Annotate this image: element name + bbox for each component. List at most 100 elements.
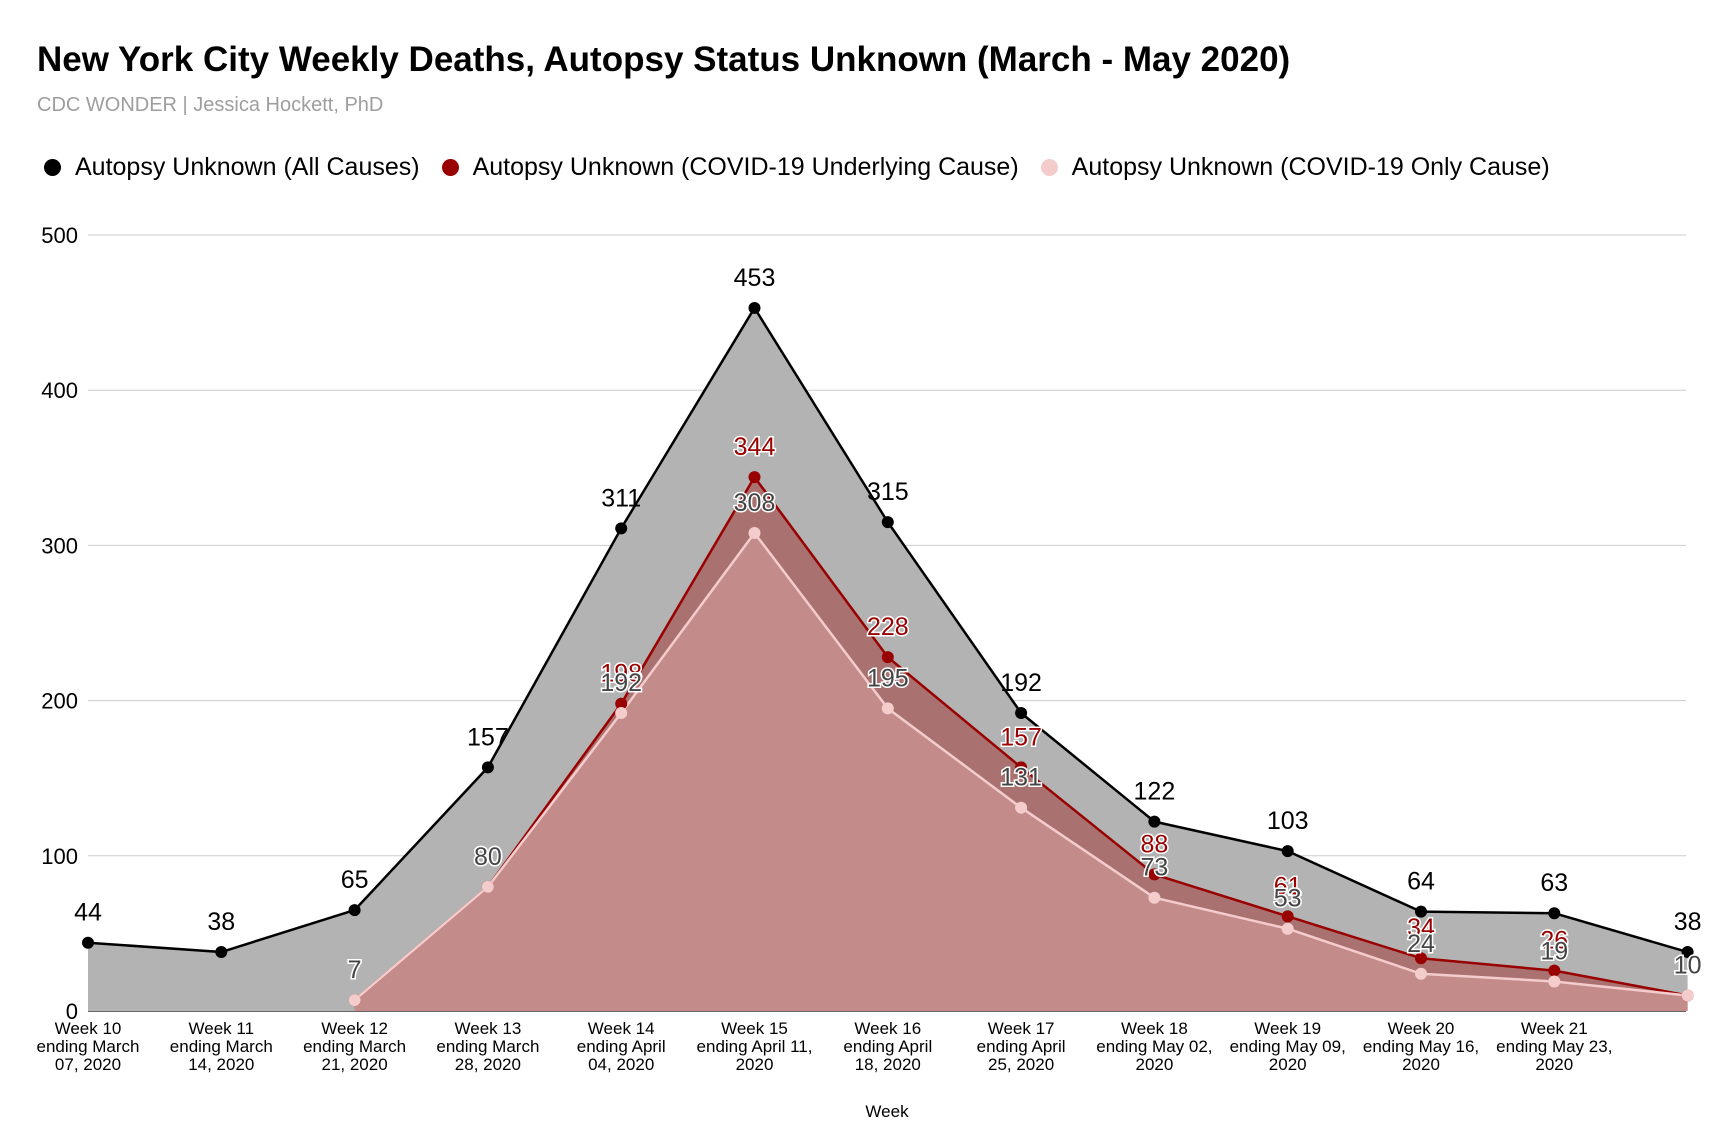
data-label-series-2: 24 xyxy=(1407,930,1435,958)
x-tick-label: Week 14 ending April 04, 2020 xyxy=(577,1019,666,1074)
data-label-series-2: 192 xyxy=(600,669,642,697)
point-series-2[interactable] xyxy=(1415,967,1427,980)
data-label-series-2: 80 xyxy=(474,843,502,871)
point-series-0[interactable] xyxy=(1281,845,1294,858)
data-label-series-2: 73 xyxy=(1140,854,1168,882)
legend-label-covid-underlying: Autopsy Unknown (COVID-19 Underlying Cau… xyxy=(472,153,1019,181)
point-series-2[interactable] xyxy=(481,880,494,893)
x-tick-label: Week 21 ending May 23, 2020 xyxy=(1496,1019,1612,1074)
legend-marker-covid-underlying xyxy=(441,159,459,176)
point-series-0[interactable] xyxy=(215,946,228,959)
data-label-series-0: 311 xyxy=(601,484,641,512)
point-series-0[interactable] xyxy=(82,936,94,949)
legend-label-covid-only: Autopsy Unknown (COVID-19 Only Cause) xyxy=(1071,153,1550,181)
chart-subtitle: CDC WONDER | Jessica Hockett, PhD xyxy=(37,94,384,116)
x-tick-label: Week 19 ending May 09, 2020 xyxy=(1230,1019,1346,1074)
data-label-series-0: 38 xyxy=(207,908,235,936)
data-label-series-2: 53 xyxy=(1274,885,1302,913)
data-label-series-0: 64 xyxy=(1407,868,1435,896)
y-tick-label: 200 xyxy=(41,689,78,714)
data-label-series-1: 34 xyxy=(1407,914,1435,942)
data-label-series-1: 344 xyxy=(734,433,776,461)
point-series-2[interactable] xyxy=(1548,975,1561,988)
point-series-0[interactable] xyxy=(1681,946,1694,959)
data-label-series-2: 195 xyxy=(867,664,909,692)
point-series-0[interactable] xyxy=(748,301,761,314)
point-series-2[interactable] xyxy=(881,702,894,715)
data-label-series-0: 65 xyxy=(341,866,369,894)
point-series-1[interactable] xyxy=(748,471,761,484)
data-label-series-1: 228 xyxy=(867,613,909,641)
point-series-2[interactable] xyxy=(1148,891,1161,904)
chart-title: New York City Weekly Deaths, Autopsy Sta… xyxy=(37,40,1291,79)
x-tick-label: Week 13 ending March 28, 2020 xyxy=(436,1019,539,1074)
x-tick-label: Week 18 ending May 02, 2020 xyxy=(1096,1019,1212,1074)
point-series-0[interactable] xyxy=(1415,905,1427,918)
y-tick-label: 0 xyxy=(66,999,78,1024)
data-label-series-2: 10 xyxy=(1674,951,1702,979)
area-series-2 xyxy=(354,532,1688,1011)
legend-marker-all-causes xyxy=(44,159,61,176)
x-tick-label: Week 12 ending March 21, 2020 xyxy=(303,1019,406,1074)
y-tick-label: 400 xyxy=(41,378,78,403)
point-series-1[interactable] xyxy=(615,697,628,710)
data-label-series-1: 198 xyxy=(600,660,642,688)
y-tick-label: 300 xyxy=(41,533,78,558)
data-label-series-1: 80 xyxy=(474,843,502,871)
legend-item-all-causes[interactable]: Autopsy Unknown (All Causes) xyxy=(44,153,420,182)
data-label-series-0: 122 xyxy=(1134,778,1176,806)
legend-marker-covid-only xyxy=(1040,159,1058,176)
point-series-0[interactable] xyxy=(1148,815,1161,828)
point-series-0[interactable] xyxy=(348,904,361,917)
data-label-series-0: 192 xyxy=(1000,669,1042,697)
legend: Autopsy Unknown (All Causes) Autopsy Unk… xyxy=(44,153,1572,182)
data-label-series-1: 10 xyxy=(1674,951,1702,979)
point-series-2[interactable] xyxy=(1015,801,1028,814)
data-label-series-1: 88 xyxy=(1140,830,1168,858)
legend-label-all-causes: Autopsy Unknown (All Causes) xyxy=(75,153,420,181)
x-tick-label: Week 16 ending April 18, 2020 xyxy=(843,1019,932,1074)
point-series-0[interactable] xyxy=(1548,907,1561,920)
data-label-series-2: 131 xyxy=(1000,764,1042,792)
data-label-series-2: 308 xyxy=(734,489,776,517)
point-series-1[interactable] xyxy=(881,651,894,664)
data-label-series-0: 38 xyxy=(1674,908,1702,936)
x-tick-label: Week 17 ending April 25, 2020 xyxy=(977,1019,1066,1074)
point-series-2[interactable] xyxy=(348,994,361,1007)
point-series-2[interactable] xyxy=(1681,989,1694,1002)
y-tick-label: 100 xyxy=(41,844,78,869)
point-series-0[interactable] xyxy=(615,522,628,535)
data-label-series-0: 103 xyxy=(1267,807,1309,835)
data-label-series-0: 453 xyxy=(734,264,776,292)
point-series-2[interactable] xyxy=(748,526,761,539)
data-label-series-2: 19 xyxy=(1540,938,1568,966)
data-label-series-0: 44 xyxy=(74,899,102,927)
legend-item-covid-underlying[interactable]: Autopsy Unknown (COVID-19 Underlying Cau… xyxy=(441,153,1019,182)
x-tick-label: Week 10 ending March 07, 2020 xyxy=(36,1019,139,1074)
point-series-1[interactable] xyxy=(1415,952,1427,965)
point-series-1[interactable] xyxy=(1015,761,1028,774)
point-series-1[interactable] xyxy=(1148,868,1161,881)
point-series-1[interactable] xyxy=(1548,964,1561,977)
data-label-series-2: 7 xyxy=(348,956,362,984)
data-label-series-1: 26 xyxy=(1540,927,1568,955)
data-label-series-0: 315 xyxy=(867,478,909,506)
x-tick-label: Week 20 ending May 16, 2020 xyxy=(1363,1019,1479,1074)
point-series-0[interactable] xyxy=(481,761,494,774)
data-label-series-0: 157 xyxy=(467,723,509,751)
x-tick-label: Week 11 ending March 14, 2020 xyxy=(170,1019,273,1074)
x-axis-title: Week xyxy=(865,1102,909,1121)
x-tick-label: Week 15 ending April 11, 2020 xyxy=(697,1019,813,1074)
data-label-series-0: 63 xyxy=(1540,869,1568,897)
point-series-0[interactable] xyxy=(881,516,894,529)
point-series-2[interactable] xyxy=(615,707,628,720)
legend-item-covid-only[interactable]: Autopsy Unknown (COVID-19 Only Cause) xyxy=(1040,153,1550,182)
point-series-1[interactable] xyxy=(1281,910,1294,923)
data-label-series-1: 61 xyxy=(1274,872,1302,900)
data-label-series-1: 7 xyxy=(348,956,362,984)
point-series-0[interactable] xyxy=(1015,707,1028,720)
point-series-2[interactable] xyxy=(1281,922,1294,935)
y-tick-label: 500 xyxy=(41,223,78,248)
